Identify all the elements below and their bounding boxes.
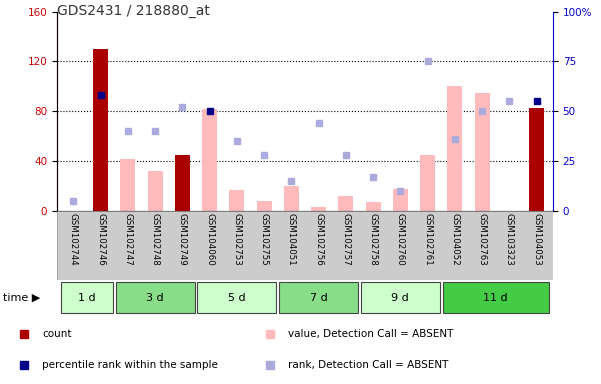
Text: GSM104052: GSM104052 [450, 213, 459, 265]
FancyBboxPatch shape [57, 211, 553, 280]
Bar [148, 171, 163, 211]
Text: time ▶: time ▶ [3, 293, 40, 303]
Text: 11 d: 11 d [483, 293, 508, 303]
Bar [365, 202, 380, 211]
Text: percentile rank within the sample: percentile rank within the sample [42, 360, 218, 370]
Text: count: count [42, 329, 72, 339]
Bar [120, 159, 135, 211]
Bar [257, 201, 272, 211]
Text: GSM102758: GSM102758 [368, 213, 377, 265]
Text: GSM102744: GSM102744 [69, 213, 78, 265]
Text: GSM102748: GSM102748 [151, 213, 160, 265]
Bar [420, 155, 435, 211]
Text: GSM102757: GSM102757 [341, 213, 350, 265]
Text: 7 d: 7 d [310, 293, 328, 303]
Text: GSM104053: GSM104053 [532, 213, 541, 265]
FancyBboxPatch shape [115, 282, 195, 313]
Bar [93, 49, 108, 211]
Text: 5 d: 5 d [228, 293, 246, 303]
Bar [393, 189, 408, 211]
FancyBboxPatch shape [361, 282, 440, 313]
Text: GSM103323: GSM103323 [505, 213, 514, 265]
Text: GSM104051: GSM104051 [287, 213, 296, 265]
Bar [529, 108, 544, 211]
Bar [311, 207, 326, 211]
Text: 1 d: 1 d [78, 293, 96, 303]
FancyBboxPatch shape [279, 282, 358, 313]
Bar [230, 190, 245, 211]
Text: GSM102761: GSM102761 [423, 213, 432, 265]
Bar [175, 155, 190, 211]
Text: GSM102753: GSM102753 [233, 213, 242, 265]
Text: GDS2431 / 218880_at: GDS2431 / 218880_at [57, 4, 210, 18]
Bar [447, 86, 462, 211]
Text: value, Detection Call = ABSENT: value, Detection Call = ABSENT [288, 329, 454, 339]
Text: GSM102756: GSM102756 [314, 213, 323, 265]
Text: 9 d: 9 d [391, 293, 409, 303]
Text: GSM102760: GSM102760 [396, 213, 405, 265]
Bar [475, 93, 490, 211]
Text: GSM102746: GSM102746 [96, 213, 105, 265]
Bar [284, 186, 299, 211]
FancyBboxPatch shape [61, 282, 113, 313]
Text: GSM102747: GSM102747 [123, 213, 132, 265]
Text: GSM102755: GSM102755 [260, 213, 269, 265]
Text: 3 d: 3 d [147, 293, 164, 303]
Text: GSM102749: GSM102749 [178, 213, 187, 265]
Text: GSM102763: GSM102763 [478, 213, 487, 265]
Bar [338, 196, 353, 211]
Text: rank, Detection Call = ABSENT: rank, Detection Call = ABSENT [288, 360, 449, 370]
FancyBboxPatch shape [442, 282, 549, 313]
Bar [202, 109, 217, 211]
FancyBboxPatch shape [197, 282, 276, 313]
Text: GSM104060: GSM104060 [205, 213, 214, 265]
